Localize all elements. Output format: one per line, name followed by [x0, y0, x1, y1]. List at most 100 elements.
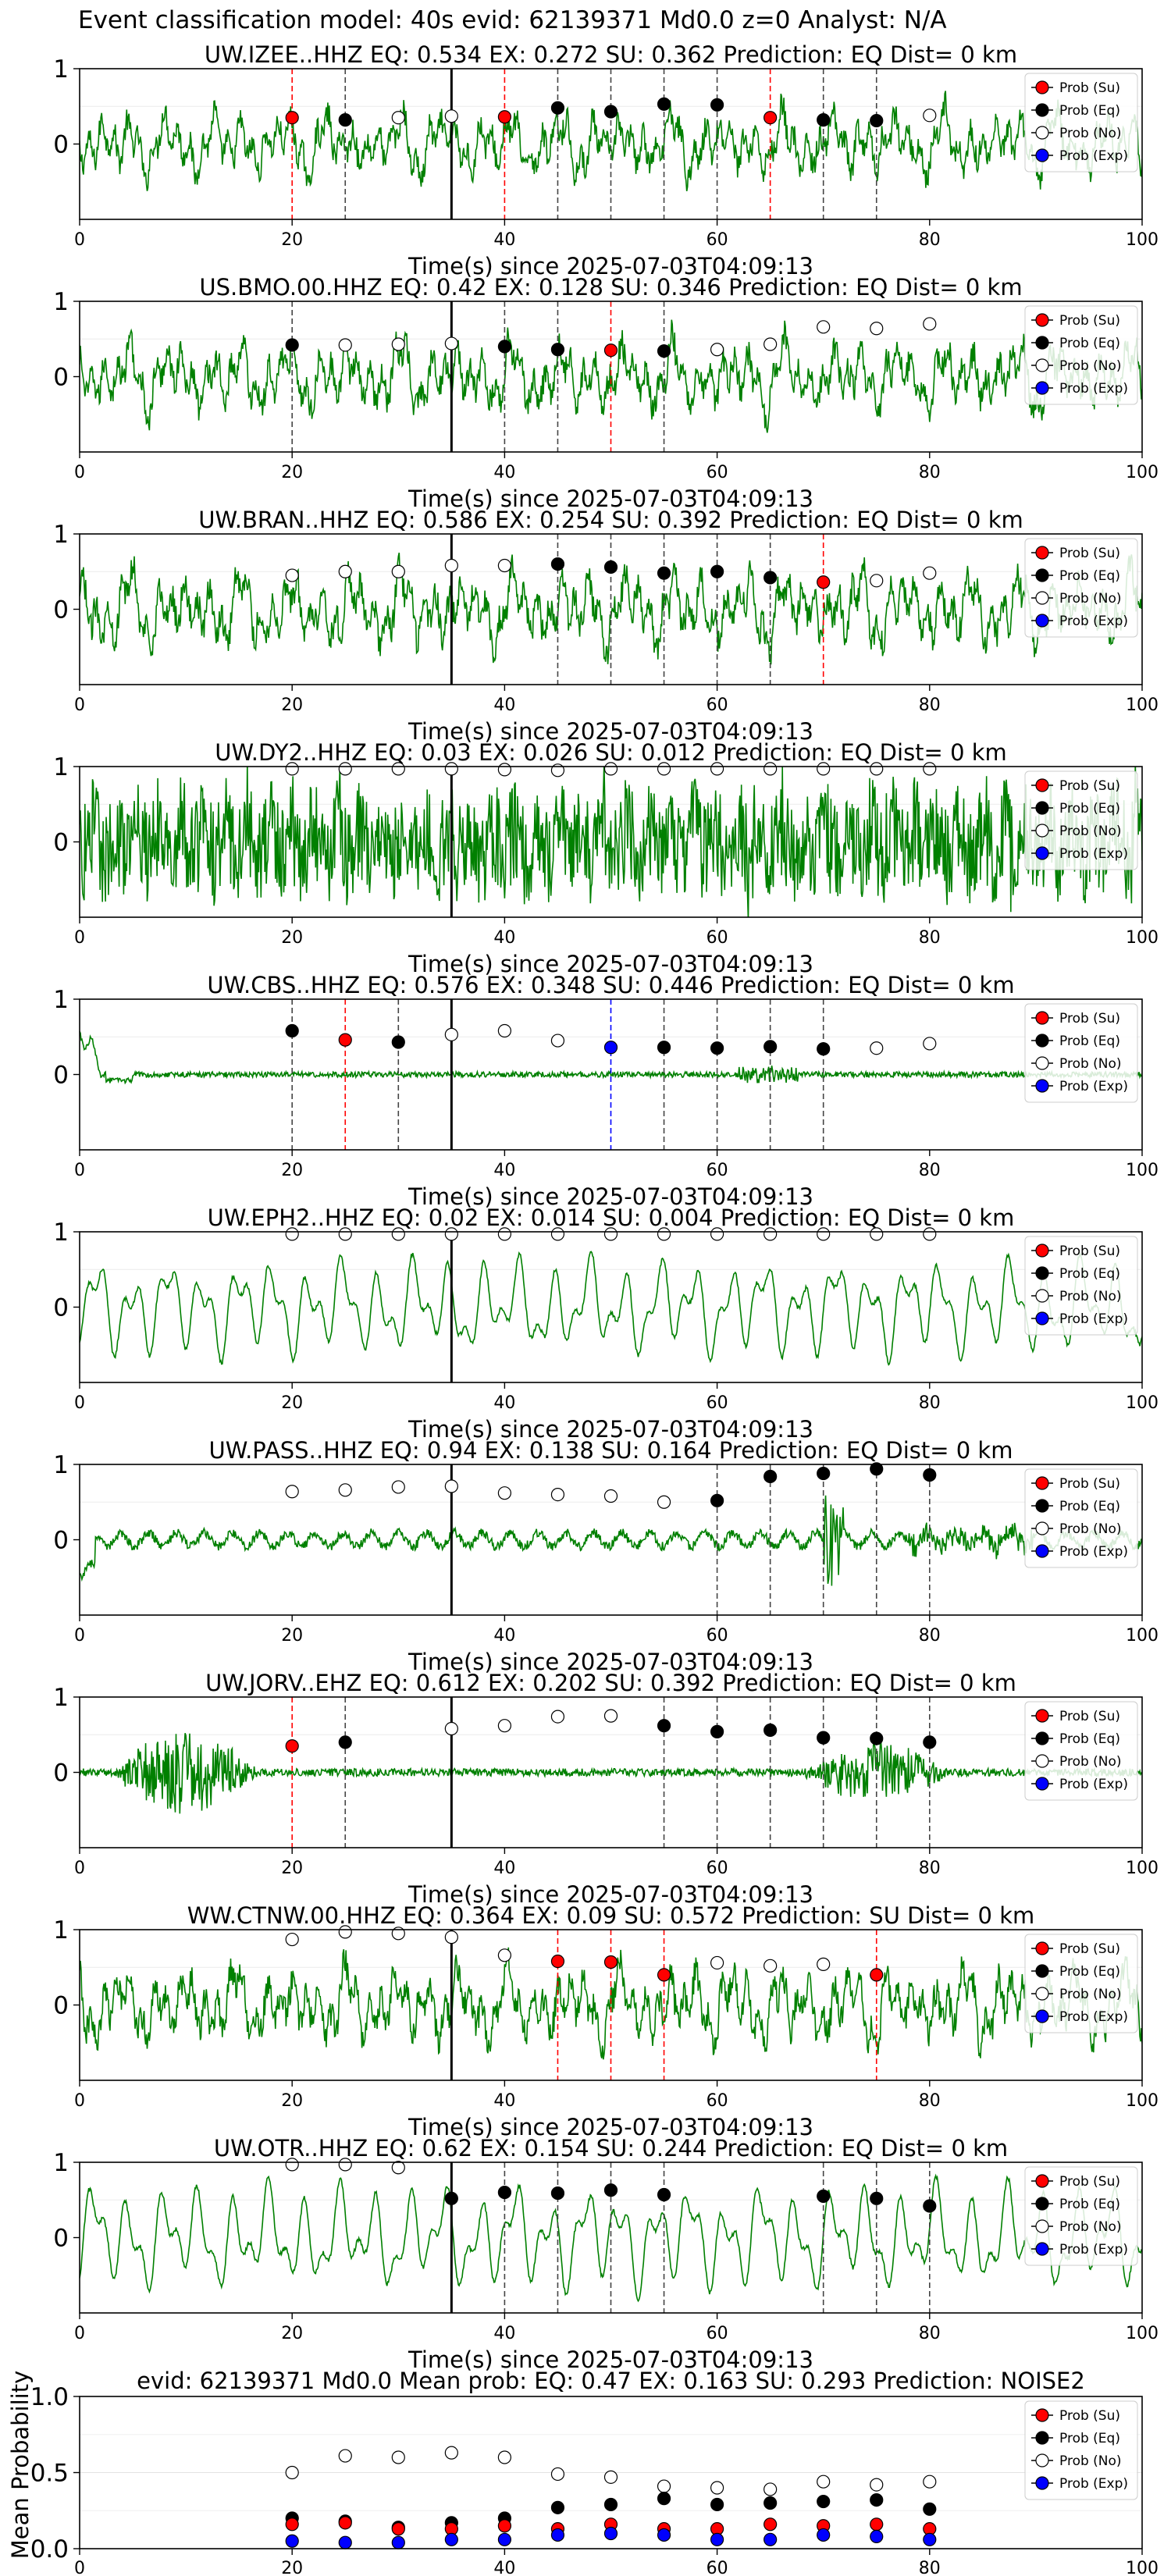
prob-point-eq — [285, 338, 299, 352]
legend-marker-no — [1035, 1056, 1049, 1070]
x-tick-label: 60 — [707, 2324, 728, 2343]
x-tick-label: 40 — [493, 2559, 515, 2576]
x-tick-label: 80 — [919, 1161, 941, 1180]
prob-point-no — [497, 1227, 512, 1241]
x-tick-label: 20 — [281, 928, 303, 948]
x-tick-label: 100 — [1126, 463, 1159, 482]
x-axis-label: Time(s) since 2025-07-03T04:09:13 — [408, 2114, 813, 2140]
prob-point-no — [497, 1719, 512, 1733]
legend-marker-exp — [1035, 2242, 1049, 2256]
mean-prob-point-exp — [763, 2532, 778, 2546]
mean-prob-point-exp — [870, 2529, 884, 2543]
prob-point-no — [763, 762, 778, 776]
legend-entry: Prob (Su) — [1059, 80, 1120, 96]
legend-marker-exp — [1035, 2009, 1049, 2023]
prob-point-no — [497, 1948, 512, 1962]
x-tick-label: 0 — [74, 2091, 85, 2111]
prob-point-no — [338, 2158, 352, 2172]
prob-point-no — [550, 763, 565, 777]
mean-prob-point-exp — [817, 2528, 831, 2542]
prob-point-eq — [710, 1041, 724, 1055]
legend-entry: Prob (Exp) — [1059, 2476, 1128, 2492]
prob-point-eq — [870, 1731, 884, 1745]
prob-point-no — [285, 1485, 299, 1499]
prob-point-no — [338, 762, 352, 776]
x-tick-label: 100 — [1126, 1859, 1159, 1878]
x-tick-label: 100 — [1126, 696, 1159, 715]
legend-entry: Prob (Su) — [1059, 1941, 1120, 1957]
mean-prob-point-no — [285, 2465, 299, 2480]
mean-prob-point-eq — [603, 2497, 618, 2512]
legend-marker-exp — [1035, 1311, 1049, 1325]
x-tick-label: 0 — [74, 2559, 85, 2576]
prob-point-su — [817, 575, 831, 589]
mean-prob-point-eq — [817, 2494, 831, 2509]
legend-entry: Prob (Su) — [1059, 1244, 1120, 1259]
legend-entry: Prob (Su) — [1059, 1011, 1120, 1026]
prob-point-no — [603, 762, 618, 776]
x-tick-label: 40 — [493, 1161, 515, 1180]
mean-prob-point-exp — [923, 2532, 937, 2546]
prob-point-no — [444, 1721, 458, 1736]
prob-point-no — [870, 1041, 884, 1055]
mean-prob-point-no — [550, 2467, 565, 2482]
mean-prob-point-eq — [763, 2496, 778, 2510]
x-tick-label: 0 — [74, 1393, 85, 1413]
mean-prob-point-su — [391, 2522, 405, 2536]
mean-prob-point-eq — [870, 2493, 884, 2507]
prob-point-no — [444, 558, 458, 573]
legend: Prob (Su) Prob (Eq) Prob (No) Prob (Exp) — [1024, 538, 1138, 638]
x-tick-label: 20 — [281, 2324, 303, 2343]
prob-point-no — [657, 762, 671, 776]
legend-entry: Prob (Eq) — [1059, 2431, 1120, 2446]
prob-point-no — [763, 1959, 778, 1973]
prob-point-no — [550, 1487, 565, 1502]
legend-frame — [1024, 538, 1138, 638]
y-tick-label: 0 — [53, 2225, 69, 2253]
x-tick-label: 80 — [919, 2324, 941, 2343]
y-tick-label: 0 — [53, 364, 69, 392]
mean-prob-point-exp — [285, 2534, 299, 2548]
mean-prob-point-no — [444, 2446, 458, 2460]
legend-frame — [1024, 1236, 1138, 1336]
legend-marker-su — [1035, 1709, 1049, 1723]
legend-frame — [1024, 2400, 1138, 2500]
x-axis-label: Time(s) since 2025-07-03T04:09:13 — [408, 2347, 813, 2373]
prob-point-no — [285, 1227, 299, 1241]
legend-marker-no — [1035, 824, 1049, 838]
legend-marker-su — [1035, 80, 1049, 94]
legend-entry: Prob (No) — [1059, 1056, 1122, 1072]
prob-point-eq — [870, 2191, 884, 2205]
prob-point-eq — [710, 98, 724, 112]
prob-point-eq — [710, 1724, 724, 1738]
y-tick-label: 0 — [53, 1062, 69, 1090]
prob-point-eq — [497, 2186, 512, 2200]
x-tick-label: 60 — [707, 928, 728, 948]
prob-point-exp — [603, 1041, 618, 1055]
prob-point-su — [603, 343, 618, 358]
x-tick-label: 80 — [919, 1626, 941, 1646]
mean-prob-point-eq — [657, 2492, 671, 2506]
prob-point-no — [391, 337, 405, 351]
prob-point-eq — [923, 1468, 937, 1482]
x-tick-label: 20 — [281, 2091, 303, 2111]
station-panel-3: UW.BRAN..HHZ EQ: 0.586 EX: 0.254 SU: 0.3… — [53, 507, 1159, 745]
prob-point-su — [285, 111, 299, 125]
waveform-trace — [80, 1251, 1142, 1366]
x-tick-label: 80 — [919, 1393, 941, 1413]
prob-point-no — [710, 343, 724, 357]
mean-prob-point-no — [763, 2482, 778, 2496]
x-tick-label: 20 — [281, 2559, 303, 2576]
prob-point-no — [923, 1227, 937, 1241]
prob-point-su — [497, 110, 512, 124]
panel-title: UW.OTR..HHZ EQ: 0.62 EX: 0.154 SU: 0.244… — [214, 2135, 1008, 2161]
prob-point-su — [763, 111, 778, 125]
prob-point-eq — [657, 2187, 671, 2202]
y-tick-label: 0.5 — [30, 2460, 69, 2488]
prob-point-no — [391, 1227, 405, 1241]
mean-prob-point-eq — [550, 2500, 565, 2514]
legend: Prob (Su) Prob (Eq) Prob (No) Prob (Exp) — [1024, 770, 1138, 870]
x-tick-label: 0 — [74, 230, 85, 250]
panel-title: UW.DY2..HHZ EQ: 0.03 EX: 0.026 SU: 0.012… — [215, 739, 1007, 766]
